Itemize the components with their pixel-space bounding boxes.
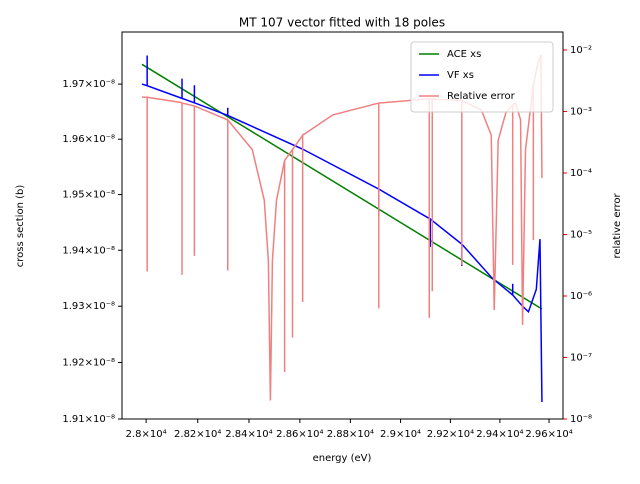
y-tick-label: 1.97×10⁻⁸	[62, 79, 115, 90]
y-tick-label: 1.94×10⁻⁸	[62, 245, 115, 256]
y-tick-label: 1.91×10⁻⁸	[62, 414, 115, 425]
y-tick-label: 1.95×10⁻⁸	[62, 190, 115, 201]
y-tick-label: 1.92×10⁻⁸	[62, 357, 115, 368]
y2-tick-label: 10⁻³	[570, 106, 592, 117]
legend-label: VF xs	[447, 70, 474, 81]
y2-axis-label: relative error	[612, 193, 623, 259]
y2-tick-label: 10⁻⁸	[570, 414, 592, 425]
x-tick-label: 2.82×10⁴	[174, 429, 221, 440]
legend-box	[410, 41, 554, 113]
y-axis-label: cross section (b)	[15, 185, 26, 268]
plot-frame	[121, 31, 564, 420]
legend-label: ACE xs	[447, 49, 481, 60]
x-tick-label: 2.8×10⁴	[126, 429, 167, 440]
x-tick-label: 2.86×10⁴	[276, 429, 323, 440]
legend-label: Relative error	[447, 91, 516, 102]
y-tick-label: 1.93×10⁻⁸	[62, 301, 115, 312]
x-axis-label: energy (eV)	[313, 453, 372, 464]
series-line	[141, 63, 543, 310]
x-tick-label: 2.84×10⁴	[225, 429, 272, 440]
y2-tick-label: 10⁻²	[570, 45, 592, 56]
y-tick-label: 1.96×10⁻⁸	[62, 134, 115, 145]
y2-tick-label: 10⁻⁵	[570, 229, 592, 240]
y2-tick-label: 10⁻⁴	[570, 168, 592, 179]
chart-title: MT 107 vector fitted with 18 poles	[239, 16, 445, 30]
x-tick-label: 2.9×10⁴	[380, 429, 421, 440]
y2-tick-label: 10⁻⁶	[570, 291, 592, 302]
x-tick-label: 2.88×10⁴	[327, 429, 374, 440]
x-tick-label: 2.96×10⁴	[525, 429, 572, 440]
x-tick-label: 2.94×10⁴	[476, 429, 523, 440]
x-tick-label: 2.92×10⁴	[427, 429, 474, 440]
y2-tick-label: 10⁻⁷	[570, 352, 592, 363]
